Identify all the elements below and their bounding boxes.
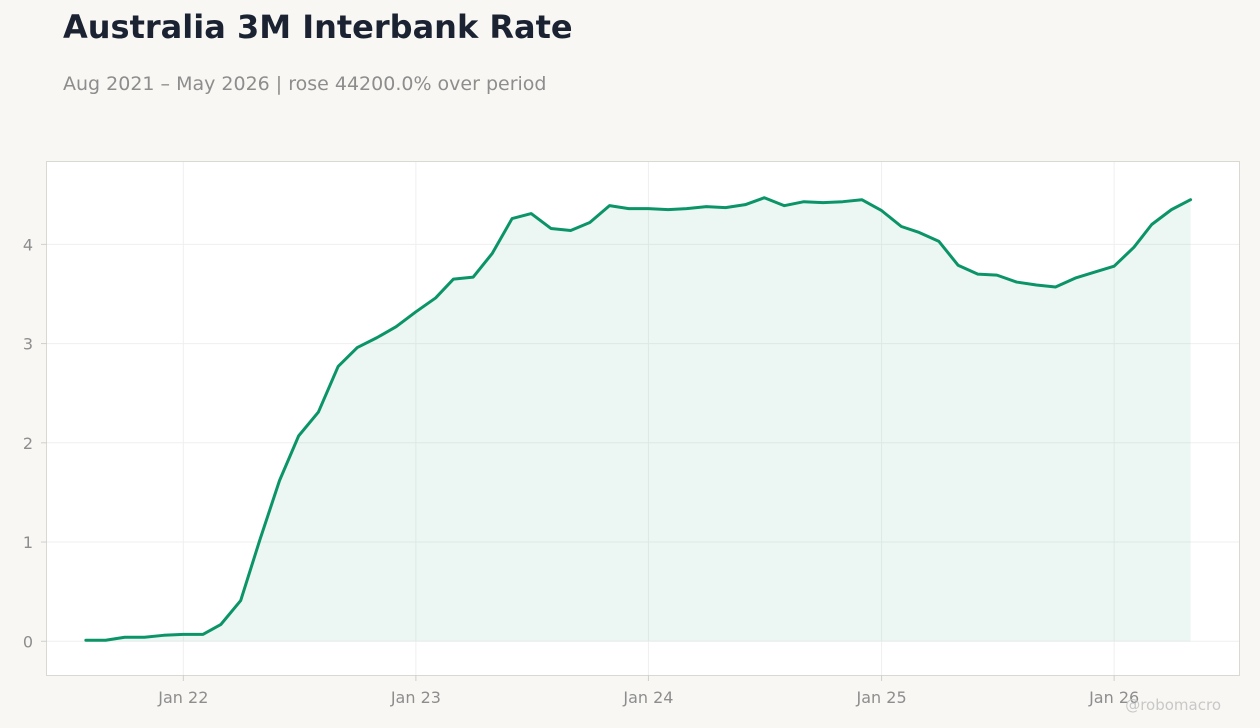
x-tick-layer: Jan 22 Jan 23 Jan 24 Jan 25 Jan 26 [157, 675, 1139, 707]
data-point [528, 211, 534, 217]
data-point [200, 631, 206, 637]
data-point [1168, 207, 1174, 213]
watermark: @robomacro [1125, 696, 1221, 714]
data-point [665, 207, 671, 213]
data-point [161, 632, 167, 638]
data-point [218, 621, 224, 627]
series-area-fill [85, 197, 1191, 642]
data-point [607, 203, 613, 209]
data-point [1014, 279, 1020, 285]
y-tick-layer: 0 1 2 3 4 [23, 235, 47, 651]
data-point [859, 197, 865, 203]
data-point [315, 409, 321, 415]
data-point [470, 274, 476, 280]
data-point [879, 208, 885, 214]
data-point [277, 478, 283, 484]
x-tick-label: Jan 23 [390, 688, 441, 707]
data-point [1111, 263, 1117, 269]
data-point [489, 250, 495, 256]
data-point [335, 363, 341, 369]
data-point [296, 433, 302, 439]
data-point [955, 262, 961, 268]
y-tick-label: 3 [23, 335, 33, 354]
data-point [801, 199, 807, 205]
data-point [450, 276, 456, 282]
data-point [83, 637, 89, 643]
chart-title: Australia 3M Interbank Rate [63, 8, 573, 46]
data-point [820, 200, 826, 206]
data-point [587, 220, 593, 226]
data-point [898, 224, 904, 230]
data-point [180, 631, 186, 637]
series-line [84, 196, 1193, 642]
data-point [238, 598, 244, 604]
y-tick-label: 1 [23, 533, 33, 552]
data-point [684, 206, 690, 212]
data-point [936, 238, 942, 244]
data-point [548, 225, 554, 231]
x-tick-label: Jan 22 [157, 688, 208, 707]
data-point [1149, 222, 1155, 228]
data-point [103, 637, 109, 643]
data-point [141, 634, 147, 640]
data-point [374, 335, 380, 341]
data-point [916, 229, 922, 235]
data-point [354, 345, 360, 351]
data-point [568, 227, 574, 233]
data-point [1033, 282, 1039, 288]
y-tick-label: 0 [23, 632, 33, 651]
data-point [1053, 284, 1059, 290]
data-point [1072, 275, 1078, 281]
data-point [975, 271, 981, 277]
data-point [742, 202, 748, 208]
data-point [433, 295, 439, 301]
data-point [781, 203, 787, 209]
data-point [1091, 269, 1097, 275]
x-tick-label: Jan 24 [622, 688, 673, 707]
data-point [393, 324, 399, 330]
data-point [1131, 244, 1137, 250]
y-tick-label: 4 [23, 235, 33, 254]
grid-layer [47, 162, 1239, 675]
data-point [257, 537, 263, 543]
x-tick-label: Jan 26 [1088, 688, 1139, 707]
y-tick-label: 2 [23, 434, 33, 453]
data-point [1188, 197, 1194, 203]
data-point [761, 195, 767, 201]
area-layer [84, 196, 1193, 642]
data-point [723, 205, 729, 211]
data-point [626, 206, 632, 212]
data-point [122, 634, 128, 640]
data-point [509, 216, 515, 222]
data-point [645, 206, 651, 212]
x-tick-label: Jan 25 [856, 688, 907, 707]
data-point [994, 272, 1000, 278]
data-point [703, 204, 709, 210]
data-point [413, 309, 419, 315]
chart-subtitle: Aug 2021 – May 2026 | rose 44200.0% over… [63, 73, 547, 95]
data-point [840, 199, 846, 205]
